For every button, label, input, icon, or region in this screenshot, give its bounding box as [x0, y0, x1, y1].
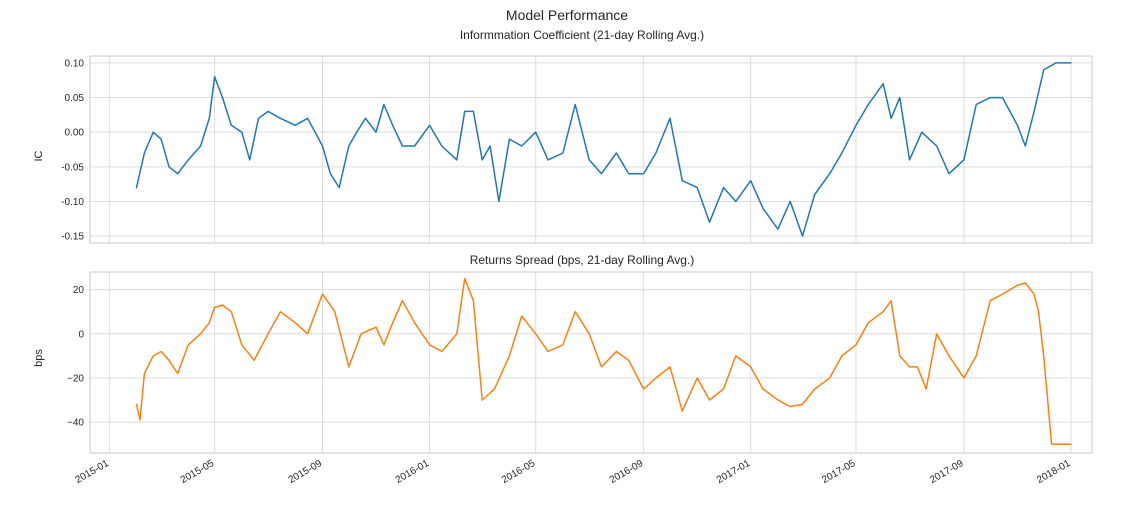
returns-spread-series-line: [135, 277, 1072, 445]
returns-spread-x-tick-label: 2015-09: [287, 458, 325, 486]
ic-y-axis-label: IC: [33, 150, 45, 161]
ic-y-tick-label: 0.10: [65, 58, 85, 69]
ic-panel: Informmation Coefficient (21-day Rolling…: [33, 28, 1093, 244]
returns-spread-x-tick-label: 2017-01: [715, 458, 753, 486]
returns-spread-x-tick-label: 2015-05: [179, 458, 217, 486]
returns-spread-y-tick-label: 0: [78, 329, 84, 340]
returns-spread-axes-frame: [89, 271, 1093, 454]
ic-y-tick-label: 0.05: [65, 93, 85, 104]
returns-spread-x-tick-label: 2018-01: [1035, 458, 1073, 486]
ic-y-tick-label: -0.10: [61, 197, 84, 208]
returns-spread-x-tick-label: 2017-09: [928, 458, 966, 486]
ic-y-tick-label: 0.00: [65, 128, 85, 139]
figure-title: Model Performance: [506, 7, 628, 23]
returns-spread-x-tick-label: 2016-09: [608, 458, 646, 486]
returns-spread-x-tick-label: 2016-05: [500, 458, 538, 486]
returns-spread-x-tick-label: 2015-01: [74, 458, 112, 486]
returns-spread-y-tick-label: 20: [73, 285, 85, 296]
returns-spread-y-tick-label: −40: [67, 418, 84, 429]
returns-spread-x-tick-label: 2017-05: [820, 458, 858, 486]
ic-series-line: [135, 62, 1072, 237]
ic-panel-title: Informmation Coefficient (21-day Rolling…: [460, 28, 704, 42]
returns-spread-x-tick-label: 2016-01: [394, 458, 432, 486]
returns-spread-y-tick-label: −20: [67, 373, 84, 384]
ic-y-tick-label: -0.05: [61, 162, 84, 173]
returns-spread-y-axis-label: bps: [33, 349, 45, 367]
ic-y-tick-label: -0.15: [61, 232, 84, 243]
returns-spread-panel: Returns Spread (bps, 21-day Rolling Avg.…: [33, 253, 1093, 486]
ic-axes-frame: [89, 55, 1093, 244]
returns-spread-panel-title: Returns Spread (bps, 21-day Rolling Avg.…: [470, 253, 695, 267]
